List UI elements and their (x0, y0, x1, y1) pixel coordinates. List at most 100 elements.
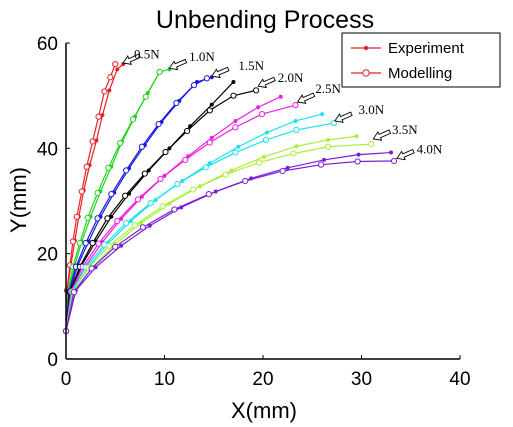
experiment-point (264, 130, 269, 135)
force-arrow (257, 76, 276, 89)
experiment-point (188, 124, 193, 129)
experiment-point (285, 165, 290, 170)
experiment-point (139, 194, 144, 199)
y-tick-label: 0 (47, 350, 58, 371)
experiment-point (167, 201, 172, 206)
experiment-point (229, 168, 234, 173)
modelling-point (104, 215, 111, 222)
modelling-point (114, 217, 121, 225)
modelling-point (255, 159, 263, 166)
modelling-point (95, 240, 102, 247)
modelling-point (83, 163, 90, 170)
experiment-point (119, 243, 124, 248)
experiment-point (356, 152, 361, 157)
x-tick-label: 10 (154, 369, 175, 390)
force-annotation: 0.5N (122, 47, 160, 65)
experiment-line (65, 63, 124, 332)
modelling-point (88, 265, 95, 272)
modelling-point (108, 191, 115, 198)
chart-title: Unbending Process (156, 6, 374, 34)
experiment-point (127, 191, 132, 196)
experiment-point (138, 221, 143, 226)
experiment-point (129, 219, 134, 224)
modelling-point (138, 143, 145, 150)
force-arrow (168, 58, 188, 71)
experiment-point (179, 205, 184, 210)
modelling-point (131, 222, 139, 229)
modelling-point (107, 74, 114, 81)
modelling-point (368, 141, 375, 148)
modelling-point (279, 167, 286, 175)
force-annotation: 3.0N (334, 102, 385, 123)
modelling-point (162, 148, 169, 156)
modelling-point (117, 139, 124, 147)
modelling-point (253, 87, 260, 94)
modelling-point (206, 139, 213, 146)
plot-area: 0.5N 1.0N 1.5N 2.0N 2.5N 3.0N 3.5N 4.0N 0 10 20 30… (37, 34, 471, 390)
force-annotation: 2.0N (257, 70, 304, 89)
modelling-point (173, 99, 180, 107)
modelling-point (78, 188, 85, 195)
experiment-point (167, 146, 172, 151)
modelling-point (157, 175, 164, 182)
experiment-point (320, 112, 325, 117)
force-arrow (296, 92, 316, 104)
experiment-point (209, 135, 214, 140)
modelling-point (159, 203, 166, 210)
experiment-point (256, 105, 261, 110)
x-tick-label: 30 (351, 369, 372, 390)
force-arrow (122, 53, 141, 65)
modelling-point (82, 240, 89, 247)
modelling-point (139, 224, 146, 231)
modelling-point (89, 240, 96, 247)
modelling-point (141, 170, 148, 177)
x-tick-label: 0 (61, 369, 72, 390)
force-annotation: 4.0N (396, 141, 443, 161)
y-axis-label: Y(mm) (6, 167, 31, 233)
modelling-line (65, 104, 296, 332)
modelling-point (189, 186, 197, 193)
modelling-point (330, 119, 338, 127)
series-0.5N (62, 60, 126, 335)
modelling-point (171, 206, 178, 213)
force-label: 1.0N (189, 49, 215, 64)
y-tick-label: 60 (37, 34, 58, 55)
experiment-point (326, 137, 331, 142)
x-tick-label: 40 (449, 369, 470, 390)
series-layer (62, 60, 398, 335)
force-label: 4.0N (417, 141, 443, 156)
experiment-point (180, 178, 185, 183)
legend-box (341, 32, 501, 88)
force-label: 2.0N (278, 70, 304, 85)
modelling-point (94, 215, 101, 222)
experiment-point (354, 134, 359, 139)
legend-label: Modelling (388, 65, 452, 82)
modelling-point (174, 181, 181, 188)
force-annotation: 3.5N (372, 122, 418, 141)
modelling-point (205, 191, 212, 198)
modelling-point (94, 190, 101, 197)
force-arrow (372, 129, 392, 141)
modelling-point (293, 126, 300, 133)
experiment-point (233, 118, 238, 123)
experiment-point (231, 79, 236, 84)
legend-entries: Experiment Modelling (351, 40, 465, 82)
modelling-point (95, 113, 102, 120)
experiment-point (209, 102, 214, 107)
modelling-point (105, 164, 112, 171)
modelling-point (122, 192, 129, 199)
modelling-point (69, 238, 76, 245)
experiment-point (322, 157, 327, 162)
y-tick-label: 40 (37, 139, 58, 160)
legend-marker (363, 45, 369, 51)
modelling-line (65, 143, 372, 332)
legend: Experiment Modelling (341, 32, 501, 88)
force-arrow (334, 111, 353, 123)
experiment-point (186, 154, 191, 159)
modelling-point (76, 240, 83, 247)
experiment-point (162, 173, 167, 178)
experiment-point (389, 150, 394, 155)
modelling-point (354, 158, 361, 165)
experiment-point (213, 189, 218, 194)
